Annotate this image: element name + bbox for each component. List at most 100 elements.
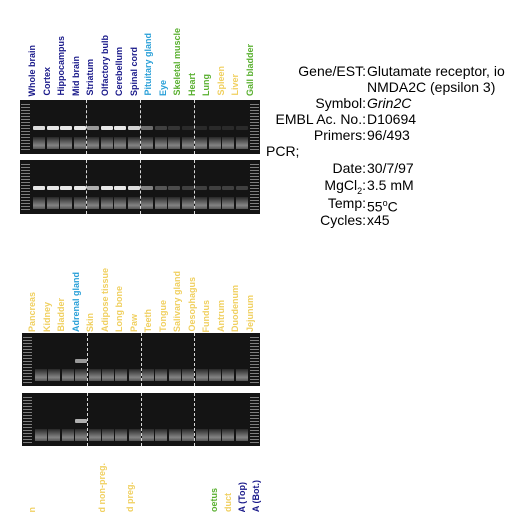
gel-band — [235, 186, 248, 190]
embl-value: D10694 — [367, 111, 417, 127]
gel-lane — [127, 100, 140, 154]
temp-value: 55oC — [367, 194, 398, 216]
gel-lane — [100, 160, 113, 214]
ladder — [23, 335, 32, 384]
gel-band — [141, 126, 153, 130]
gel-band — [168, 186, 180, 190]
gel-band — [114, 186, 126, 190]
gel-lane — [128, 333, 141, 386]
gel-band — [75, 359, 88, 363]
gel-lane — [48, 333, 61, 386]
gel-panel2-top — [22, 333, 260, 386]
gel-band — [154, 126, 167, 130]
gel-lane — [208, 393, 221, 446]
gel-lane — [154, 160, 167, 214]
lane-label: n — [27, 506, 37, 512]
gel-band — [127, 186, 140, 190]
gel-lane — [141, 100, 153, 154]
gel-lane — [235, 333, 248, 386]
lane-label: Jejunum — [244, 294, 255, 332]
lane-group-divider — [194, 333, 195, 386]
gel-band — [141, 186, 153, 190]
lane-label: oetus — [209, 487, 219, 512]
gel-lane — [195, 393, 208, 446]
lane-label: Cerebellum — [114, 46, 124, 96]
lane-group-divider — [85, 160, 87, 214]
gel-lane — [155, 333, 168, 386]
lane-label: Oesophagus — [186, 277, 197, 332]
lane-label: Duodenum — [230, 285, 240, 332]
gene-key: Gene/EST: — [298, 63, 366, 79]
lane-group-divider — [194, 393, 195, 446]
gel-lane — [88, 333, 101, 386]
lane-label: Gall bladder — [244, 43, 255, 96]
gel-lane — [182, 393, 195, 446]
gel-lane — [128, 393, 141, 446]
lane-label: Spinal cord — [128, 46, 139, 96]
gel-band — [222, 186, 234, 190]
lane-label: duct — [223, 493, 233, 512]
gel-band — [100, 126, 113, 130]
gel-lane — [195, 333, 208, 386]
gel-lane — [168, 333, 181, 386]
gel-lane — [101, 393, 114, 446]
lane-label: Antrum — [215, 300, 226, 332]
gel-lane — [208, 160, 221, 214]
lane-group-divider — [139, 100, 141, 154]
mgcl-value: 3.5 mM — [367, 177, 414, 193]
gel-band — [222, 126, 234, 130]
gel-band — [75, 419, 88, 423]
gel-band — [168, 126, 180, 130]
gel-lane — [35, 393, 47, 446]
gel-band — [87, 126, 99, 130]
gel-lane — [73, 160, 86, 214]
lane-label: Hippocampus — [56, 36, 66, 96]
lane-label: Pituitary gland — [143, 33, 153, 96]
symbol-value: Grin2C — [367, 95, 412, 111]
lane-label: Eye — [157, 79, 168, 96]
gel-lane — [222, 160, 234, 214]
lane-label: Lung — [201, 74, 211, 96]
lane-label: Skeletal muscle — [172, 28, 182, 96]
lane-label: Long bone — [114, 286, 124, 332]
gel-band — [181, 186, 194, 190]
gel-band — [46, 186, 59, 190]
gel-lane — [73, 100, 86, 154]
temp-key: Temp: — [327, 195, 366, 211]
gel-panel1-top — [20, 100, 260, 154]
gel-lane — [142, 393, 154, 446]
panel2-lane-labels: Pancreas Kidney Bladder Adrenal gland Skin Ad… — [27, 258, 260, 332]
gel-lane — [75, 393, 88, 446]
gel-lane — [222, 333, 235, 386]
gel-lane — [195, 160, 207, 214]
lane-label: Salivary gland — [172, 270, 182, 332]
lane-label: Kidney — [41, 301, 52, 332]
gel-lane — [208, 333, 221, 386]
gel-lane — [115, 393, 128, 446]
lane-label: Spleen — [215, 66, 226, 96]
lane-group-divider — [193, 100, 195, 154]
lane-group-divider — [193, 160, 195, 214]
gel-lane — [155, 393, 168, 446]
gel-band — [127, 126, 140, 130]
lane-label: Teeth — [143, 308, 153, 332]
gel-lane — [100, 100, 113, 154]
gel-band — [33, 126, 45, 130]
gel-lane — [195, 100, 207, 154]
lane-label: A (Bot.) — [251, 479, 261, 512]
gel-band — [154, 186, 167, 190]
lane-group-divider — [140, 393, 142, 446]
gel-band — [208, 126, 221, 130]
ladder — [250, 335, 259, 384]
lane-label: Olfactory bulb — [99, 34, 110, 96]
date-key: Date: — [332, 160, 366, 176]
lane-label: Mid brain — [70, 56, 81, 96]
lane-label: Tongue — [157, 300, 168, 332]
gel-lane — [61, 393, 74, 446]
lane-label: Heart — [186, 72, 197, 96]
pcr-info: Gene/EST: Glutamate receptor, io NMDA2C … — [266, 62, 512, 232]
primers-key: Primers: — [313, 127, 366, 143]
gel-band — [100, 186, 113, 190]
lane-label: Liver — [230, 74, 240, 96]
lane-group-divider — [140, 333, 142, 386]
